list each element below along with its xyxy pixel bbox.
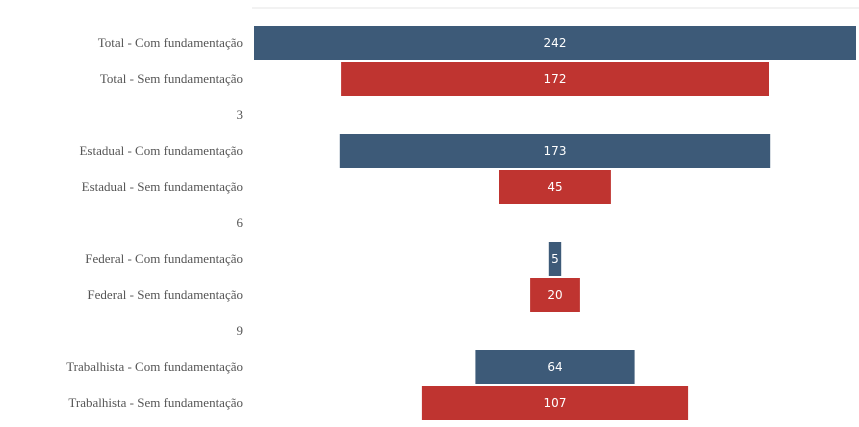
bar [341,62,769,96]
category-label: Federal - Sem fundamentação [87,287,243,302]
bar-value-label: 107 [544,396,567,410]
bars: 242 172 173 45 5 20 64 107 [254,26,856,420]
category-label: 3 [237,107,244,122]
bar-value-label: 172 [544,72,567,86]
bar-value-label: 173 [544,144,567,158]
bar [254,26,856,60]
bar-value-label: 242 [544,36,567,50]
bar-value-label: 45 [547,180,562,194]
category-label: Trabalhista - Sem fundamentação [68,395,243,410]
category-label: Estadual - Sem fundamentação [82,179,243,194]
category-label: Trabalhista - Com fundamentação [66,359,243,374]
category-label: Total - Sem fundamentação [100,71,243,86]
bar [475,350,635,384]
bar [530,278,580,312]
bar [421,386,689,420]
category-label: Estadual - Com fundamentação [79,143,243,158]
bar-value-label: 64 [547,360,562,374]
category-label: 6 [237,215,244,230]
category-label: 9 [237,323,244,338]
bar-value-label: 20 [547,288,562,302]
category-labels: Total - Com fundamentação Total - Sem fun… [66,35,243,410]
category-label: Total - Com fundamentação [98,35,243,50]
bar [339,134,771,168]
category-label: Federal - Com fundamentação [85,251,243,266]
bar-value-label: 5 [551,252,559,266]
bar [499,170,611,204]
bar [548,242,562,276]
